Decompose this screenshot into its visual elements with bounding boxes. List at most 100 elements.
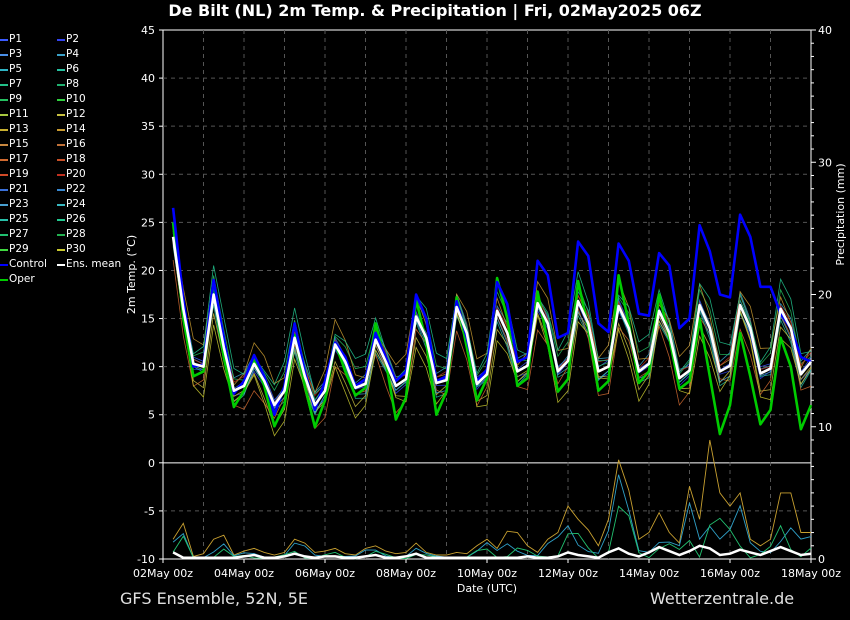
legend-swatch — [57, 249, 65, 251]
legend-label: P27 — [9, 228, 29, 240]
legend-swatch — [0, 234, 8, 236]
legend-label: P8 — [66, 78, 80, 90]
legend-label: P2 — [66, 33, 80, 45]
legend-label: P30 — [66, 243, 86, 255]
legend-label: P28 — [66, 228, 86, 240]
legend-label: P10 — [66, 93, 86, 105]
legend-swatch — [0, 174, 8, 176]
legend-swatch — [0, 69, 8, 71]
legend-swatch — [0, 144, 8, 146]
legend-swatch — [57, 114, 65, 116]
precip-max-line — [172, 439, 811, 557]
legend-label: P11 — [9, 108, 29, 120]
y2-tick-label: 20 — [818, 289, 832, 302]
legend-label: Oper — [9, 273, 35, 285]
legend-label: P20 — [66, 168, 86, 180]
legend-label: P19 — [9, 168, 29, 180]
y-tick-label: 15 — [141, 313, 155, 326]
legend-swatch — [0, 264, 8, 266]
y2-tick-label: 0 — [818, 553, 825, 566]
legend-swatch — [57, 99, 65, 101]
legend-swatch — [57, 189, 65, 191]
legend-swatch — [57, 69, 65, 71]
legend-label: P13 — [9, 123, 29, 135]
legend-swatch — [57, 39, 65, 41]
precip-mean-line — [172, 544, 812, 559]
legend-label: Ens. mean — [66, 258, 122, 270]
y-tick-label: 35 — [141, 120, 155, 133]
legend-label: P5 — [9, 63, 23, 75]
legend-swatch — [57, 234, 65, 236]
legend-swatch — [57, 54, 65, 56]
legend-swatch — [57, 84, 65, 86]
source-footer: Wetterzentrale.de — [650, 589, 795, 608]
legend-swatch — [0, 204, 8, 206]
legend-swatch — [0, 249, 8, 251]
legend-swatch — [57, 264, 65, 266]
legend-swatch — [0, 54, 8, 56]
legend-swatch — [0, 39, 8, 41]
y2-tick-label: 10 — [818, 421, 832, 434]
x-axis-label: Date (UTC) — [457, 582, 517, 595]
y-axis-label: 2m Temp. (°C) — [125, 235, 138, 314]
y-tick-label: 25 — [141, 216, 155, 229]
legend-label: P7 — [9, 78, 23, 90]
legend-label: P14 — [66, 123, 86, 135]
legend-label: P18 — [66, 153, 86, 165]
legend-label: P6 — [66, 63, 80, 75]
legend-swatch — [57, 129, 65, 131]
y2-axis-label: Precipitation (mm) — [834, 163, 847, 265]
legend-swatch — [0, 279, 8, 281]
legend-swatch — [57, 159, 65, 161]
legend-swatch — [57, 219, 65, 221]
legend-swatch — [57, 144, 65, 146]
y-tick-label: 0 — [148, 457, 155, 470]
legend-swatch — [0, 159, 8, 161]
y2-tick-label: 30 — [818, 156, 832, 169]
x-tick-label: 16May 00z — [700, 567, 760, 580]
legend-swatch — [57, 174, 65, 176]
x-tick-label: 04May 00z — [214, 567, 274, 580]
legend-label: P21 — [9, 183, 29, 195]
legend-label: P29 — [9, 243, 29, 255]
x-tick-label: 12May 00z — [538, 567, 598, 580]
legend-label: P17 — [9, 153, 29, 165]
y-tick-label: 30 — [141, 168, 155, 181]
ensemble-member-line — [172, 259, 812, 430]
legend-label: P24 — [66, 198, 86, 210]
y-tick-label: 20 — [141, 264, 155, 277]
y-tick-label: -5 — [144, 505, 155, 518]
legend-swatch — [0, 189, 8, 191]
legend-label: P16 — [66, 138, 86, 150]
ensemble-mean-line — [171, 236, 813, 407]
legend-label: P3 — [9, 48, 23, 60]
legend-swatch — [57, 204, 65, 206]
legend-label: P25 — [9, 213, 29, 225]
x-tick-label: 14May 00z — [619, 567, 679, 580]
x-tick-label: 18May 00z — [781, 567, 841, 580]
legend-label: P15 — [9, 138, 29, 150]
legend-swatch — [0, 219, 8, 221]
x-tick-label: 06May 00z — [295, 567, 355, 580]
legend-label: P12 — [66, 108, 86, 120]
legend-label: P26 — [66, 213, 86, 225]
y-tick-label: -10 — [137, 553, 155, 566]
legend-label: P4 — [66, 48, 80, 60]
x-tick-label: 02May 00z — [133, 567, 193, 580]
x-tick-label: 08May 00z — [376, 567, 436, 580]
y-tick-label: 10 — [141, 361, 155, 374]
y-tick-label: 40 — [141, 72, 155, 85]
model-footer: GFS Ensemble, 52N, 5E — [120, 589, 308, 608]
legend-label: P22 — [66, 183, 86, 195]
legend-label: Control — [9, 258, 47, 270]
legend-swatch — [0, 114, 8, 116]
legend-label: P9 — [9, 93, 23, 105]
x-tick-label: 10May 00z — [457, 567, 517, 580]
legend-swatch — [0, 84, 8, 86]
chart-title: De Bilt (NL) 2m Temp. & Precipitation | … — [168, 1, 702, 20]
legend-swatch — [0, 129, 8, 131]
control-line — [171, 207, 812, 416]
y2-tick-label: 40 — [818, 24, 832, 37]
legend-label: P1 — [9, 33, 23, 45]
